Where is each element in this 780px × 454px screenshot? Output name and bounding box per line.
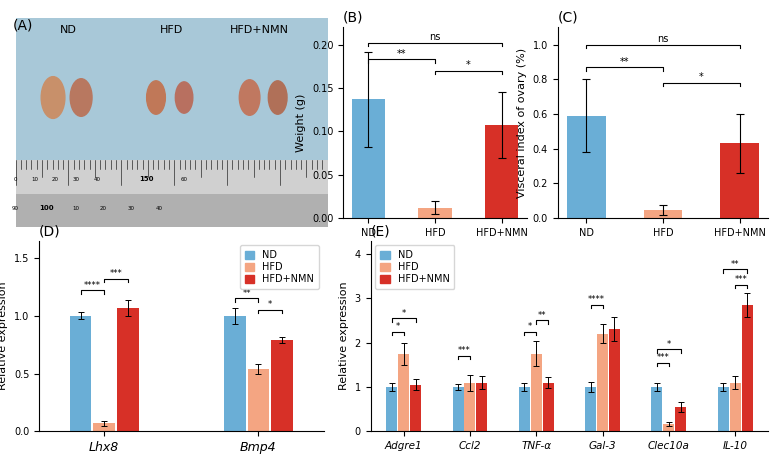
Bar	[718, 387, 729, 431]
Text: ***: ***	[735, 276, 747, 284]
Bar	[543, 383, 554, 431]
Text: ***: ***	[657, 353, 669, 362]
Bar	[585, 387, 596, 431]
Bar	[567, 116, 605, 218]
Text: ****: ****	[84, 281, 101, 290]
Bar	[410, 385, 421, 431]
Bar	[386, 387, 397, 431]
Bar	[224, 316, 246, 431]
Bar	[519, 387, 530, 431]
Ellipse shape	[70, 79, 92, 116]
Text: 30: 30	[128, 206, 134, 211]
Legend: ND, HFD, HFD+NMN: ND, HFD, HFD+NMN	[239, 246, 319, 289]
Bar	[117, 308, 139, 431]
Text: (A): (A)	[12, 18, 33, 32]
Bar	[418, 207, 452, 218]
Y-axis label: Visceral index of ovary (%): Visceral index of ovary (%)	[517, 48, 527, 197]
Bar	[597, 334, 608, 431]
Text: **: **	[243, 289, 251, 298]
Ellipse shape	[147, 81, 165, 114]
Text: 10: 10	[73, 206, 80, 211]
FancyBboxPatch shape	[16, 18, 328, 160]
Text: *: *	[667, 340, 671, 349]
Bar	[398, 354, 410, 431]
Text: **: **	[731, 260, 739, 269]
Bar	[742, 305, 753, 431]
Bar	[94, 423, 115, 431]
Bar	[271, 340, 293, 431]
Bar	[651, 387, 662, 431]
Text: ***: ***	[110, 269, 122, 278]
Text: *: *	[268, 301, 272, 309]
Text: 40: 40	[94, 177, 100, 182]
Y-axis label: Relative expression: Relative expression	[339, 281, 349, 390]
Text: *: *	[699, 72, 704, 82]
Bar	[464, 383, 476, 431]
Bar	[663, 424, 675, 431]
Text: 30: 30	[73, 177, 80, 182]
Text: 100: 100	[40, 205, 54, 211]
Bar	[477, 383, 488, 431]
Bar	[352, 99, 385, 218]
Bar	[452, 387, 463, 431]
Text: *: *	[466, 60, 470, 70]
Ellipse shape	[268, 81, 287, 114]
Bar	[16, 160, 328, 193]
Y-axis label: Relative expression: Relative expression	[0, 281, 9, 390]
Text: 20: 20	[100, 206, 106, 211]
Text: (E): (E)	[370, 224, 390, 238]
Text: (D): (D)	[39, 224, 61, 238]
Bar	[16, 160, 328, 227]
Bar	[69, 316, 91, 431]
Y-axis label: Weight (g): Weight (g)	[296, 94, 307, 152]
Text: (C): (C)	[558, 11, 578, 25]
Legend: ND, HFD, HFD+NMN: ND, HFD, HFD+NMN	[375, 246, 455, 289]
Text: ns: ns	[658, 34, 668, 44]
Text: *: *	[402, 309, 406, 318]
Text: (B): (B)	[343, 11, 363, 25]
Bar	[247, 369, 269, 431]
Text: 20: 20	[52, 177, 59, 182]
Text: 40: 40	[156, 206, 162, 211]
Text: 90: 90	[12, 206, 19, 211]
Text: ***: ***	[458, 346, 470, 355]
Ellipse shape	[41, 77, 65, 118]
Text: ns: ns	[429, 32, 441, 42]
Text: 60: 60	[181, 177, 187, 182]
Ellipse shape	[176, 82, 193, 113]
Bar	[675, 407, 686, 431]
Bar	[530, 354, 542, 431]
Text: **: **	[620, 57, 629, 67]
Bar	[729, 383, 741, 431]
Bar	[485, 125, 518, 218]
Text: **: **	[397, 49, 406, 59]
Text: *: *	[395, 322, 400, 331]
Text: *: *	[528, 322, 533, 331]
Text: 0: 0	[14, 177, 17, 182]
Text: HFD: HFD	[160, 25, 183, 35]
Text: 10: 10	[31, 177, 38, 182]
Text: 150: 150	[140, 176, 154, 182]
Text: ND: ND	[60, 25, 77, 35]
Text: HFD+NMN: HFD+NMN	[229, 25, 289, 35]
Text: ****: ****	[588, 296, 605, 304]
Ellipse shape	[239, 80, 260, 115]
Bar	[609, 329, 620, 431]
Bar	[721, 143, 759, 218]
Text: **: **	[538, 311, 547, 320]
Bar	[644, 210, 682, 218]
